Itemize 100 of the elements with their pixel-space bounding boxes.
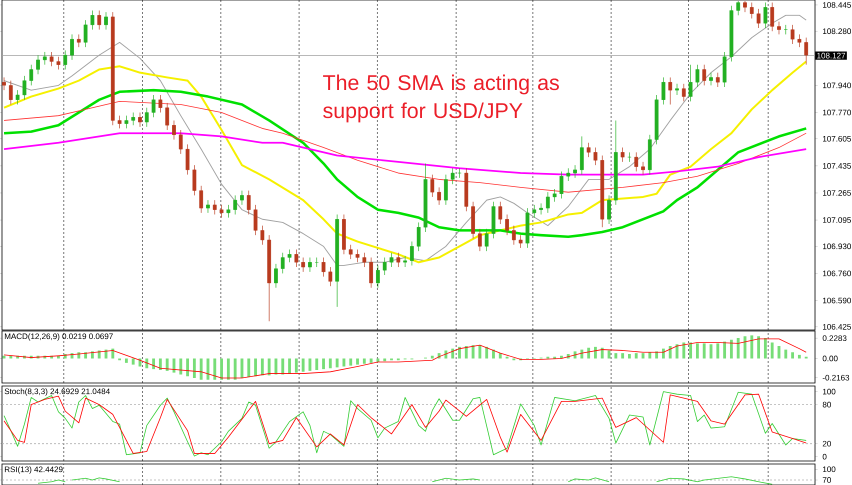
bar [322, 358, 325, 370]
bar [186, 358, 190, 376]
candlestick [688, 64, 693, 102]
candlestick [280, 252, 285, 274]
bar [342, 358, 346, 366]
bar [220, 358, 223, 380]
candlestick [696, 64, 700, 88]
candlestick [532, 204, 536, 218]
candlestick [22, 76, 26, 100]
bar [608, 350, 610, 358]
bar [696, 343, 699, 358]
bar [9, 356, 12, 358]
candlestick [246, 190, 251, 215]
bar [274, 358, 278, 374]
candlestick [620, 147, 625, 162]
bar [172, 358, 176, 373]
y-tick-label: 70 [822, 477, 831, 483]
y-tick-label: 107.770 [822, 110, 851, 116]
candlestick [539, 202, 543, 215]
bar [124, 358, 128, 363]
y-tick-label: 20 [822, 440, 831, 447]
bar [730, 340, 733, 358]
candlestick [233, 195, 238, 215]
line-series [656, 476, 773, 485]
candlestick [512, 225, 516, 246]
candlestick [362, 252, 366, 268]
candlestick [790, 24, 794, 44]
bar [2, 356, 6, 358]
candlestick [356, 249, 360, 263]
bar [791, 352, 794, 358]
chart-title: MACD(12,26,9) 0.0219 0.0697 [4, 333, 113, 341]
bar [778, 346, 780, 358]
candlestick [42, 52, 47, 66]
y-tick-label: 106.930 [822, 244, 851, 250]
candlestick [124, 115, 128, 129]
bar [634, 353, 638, 358]
y-tick-label: 107.605 [822, 136, 851, 142]
candlestick [369, 257, 374, 288]
candlestick [546, 192, 550, 214]
bar [472, 345, 475, 358]
candlestick [97, 10, 102, 30]
bar [104, 350, 108, 358]
y-tick-label: 0.2283 [822, 335, 847, 342]
candlestick [484, 228, 489, 252]
candlestick [254, 204, 258, 236]
bar [200, 358, 203, 380]
candlestick [226, 204, 230, 218]
candlestick [396, 252, 400, 268]
candlestick [709, 72, 713, 86]
candlestick [186, 144, 190, 175]
candlestick [192, 164, 196, 196]
candlestick [328, 266, 332, 287]
candlestick [750, 2, 754, 19]
bar [655, 351, 658, 358]
candlestick [403, 256, 408, 268]
candlestick [804, 37, 808, 66]
candlestick [138, 112, 142, 128]
candlestick [178, 130, 183, 154]
candlestick [274, 264, 278, 288]
candlestick [76, 34, 81, 48]
y-tick-label: 100 [822, 388, 836, 394]
bar [294, 358, 298, 373]
candlestick [675, 83, 679, 96]
candlestick [376, 265, 380, 288]
bar [362, 358, 366, 364]
candlestick [716, 72, 720, 88]
candlestick [743, 0, 747, 12]
bar [158, 358, 162, 370]
candlestick [594, 147, 598, 166]
candlestick [206, 200, 210, 214]
bar [206, 358, 210, 380]
bar [260, 358, 264, 376]
candlestick [573, 164, 577, 178]
chart-title: Stoch(8,3,3) 24.6929 21.0484 [4, 388, 110, 396]
ref-line-label: 108.127 [817, 52, 846, 58]
candlestick [498, 201, 502, 224]
candlestick [260, 225, 264, 246]
bar [226, 358, 230, 380]
y-tick-label: 80 [822, 402, 831, 408]
y-tick-label: 107.095 [822, 217, 851, 223]
candlestick [607, 195, 611, 224]
candlestick [152, 94, 156, 118]
candlestick [301, 257, 306, 272]
bar [764, 338, 767, 358]
bar [376, 358, 380, 362]
candlestick [131, 112, 136, 126]
candlestick [702, 64, 706, 86]
bar [676, 344, 678, 358]
candlestick [308, 257, 312, 272]
y-tick-label: 0 [822, 454, 827, 460]
candlestick [172, 120, 176, 140]
candlestick [566, 168, 570, 182]
candlestick [90, 10, 94, 30]
candlestick [458, 168, 462, 178]
candlestick [288, 249, 292, 263]
candlestick [240, 190, 244, 206]
bar [268, 358, 271, 376]
candlestick [56, 56, 60, 70]
y-tick-label: 0.00 [822, 356, 838, 362]
candlestick [505, 214, 509, 236]
